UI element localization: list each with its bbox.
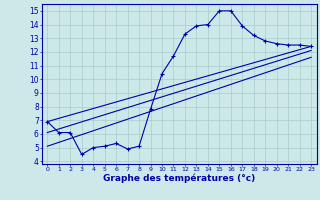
X-axis label: Graphe des températures (°c): Graphe des températures (°c) [103, 173, 255, 183]
